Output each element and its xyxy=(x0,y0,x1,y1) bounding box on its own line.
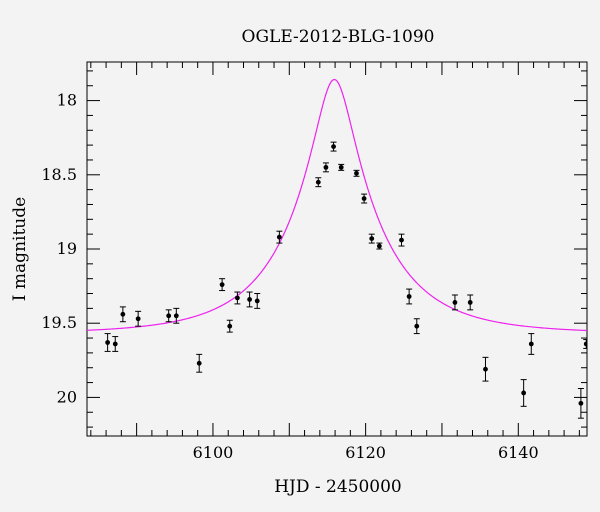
data-marker xyxy=(354,170,359,176)
model-curve-layer xyxy=(87,78,587,332)
data-marker xyxy=(414,323,420,329)
y-tick-label: 18 xyxy=(57,91,77,110)
data-point xyxy=(451,294,458,311)
data-point xyxy=(219,278,226,292)
data-marker xyxy=(276,234,282,240)
data-marker xyxy=(120,311,126,317)
data-point xyxy=(234,291,241,305)
data-marker xyxy=(227,323,233,329)
data-marker xyxy=(406,294,412,299)
data-point xyxy=(398,233,405,247)
y-tick-label: 18.5 xyxy=(41,165,77,184)
data-point xyxy=(520,379,527,407)
data-point xyxy=(368,233,375,244)
x-tick-label: 6140 xyxy=(498,443,539,462)
plot-area: 6100 6120 6140 18 18.5 19 19.5 20 xyxy=(41,61,588,462)
data-marker xyxy=(323,164,329,170)
tick-labels: 6100 6120 6140 18 18.5 19 19.5 20 xyxy=(41,91,538,462)
data-point xyxy=(119,306,126,323)
data-marker xyxy=(483,366,488,372)
data-point xyxy=(196,353,203,373)
data-marker xyxy=(135,316,141,322)
data-point xyxy=(322,162,329,173)
data-marker xyxy=(399,237,404,243)
data-point xyxy=(361,193,368,204)
data-marker xyxy=(254,298,260,304)
data-marker xyxy=(331,144,336,149)
y-axis-label: I magnitude xyxy=(10,197,30,301)
data-marker xyxy=(338,164,344,170)
data-point xyxy=(165,309,172,323)
data-point xyxy=(104,333,111,352)
data-marker xyxy=(376,243,382,249)
data-marker xyxy=(234,295,240,301)
data-point xyxy=(583,339,587,349)
data-point xyxy=(338,163,345,171)
axis-ticks xyxy=(87,62,587,436)
data-marker xyxy=(315,179,321,185)
data-marker xyxy=(247,297,252,302)
chart-title: OGLE-2012-BLG-1090 xyxy=(242,27,435,47)
y-tick-label: 20 xyxy=(57,387,77,406)
y-tick-label: 19 xyxy=(57,239,77,258)
x-tick-label: 6120 xyxy=(345,443,386,462)
data-point xyxy=(254,293,261,309)
data-point xyxy=(112,336,119,352)
data-marker xyxy=(369,236,375,242)
data-marker xyxy=(166,313,172,319)
data-points-layer xyxy=(104,141,587,419)
data-marker xyxy=(173,313,179,319)
x-tick-label: 6100 xyxy=(193,443,234,462)
data-point xyxy=(246,291,253,308)
x-axis-label: HJD - 2450000 xyxy=(274,477,402,497)
data-marker xyxy=(578,400,584,406)
data-point xyxy=(528,333,535,355)
data-point xyxy=(353,169,360,177)
data-marker xyxy=(112,341,118,347)
data-marker xyxy=(105,340,111,345)
data-point xyxy=(276,230,283,244)
data-marker xyxy=(196,360,202,366)
data-marker xyxy=(521,390,527,396)
data-point xyxy=(406,288,413,305)
data-point xyxy=(173,307,180,324)
data-marker xyxy=(219,282,225,288)
data-point xyxy=(413,318,420,335)
y-tick-label: 19.5 xyxy=(41,313,77,332)
data-point xyxy=(315,177,322,188)
data-point xyxy=(482,356,489,382)
data-marker xyxy=(583,341,587,347)
data-marker xyxy=(467,300,473,305)
data-point xyxy=(467,294,474,311)
data-point xyxy=(226,319,233,333)
data-point xyxy=(376,242,383,250)
data-point xyxy=(330,141,337,152)
data-point xyxy=(577,388,584,419)
plot-frame xyxy=(86,61,588,437)
data-marker xyxy=(361,196,367,201)
data-point xyxy=(135,310,142,327)
model-curve xyxy=(87,78,587,332)
data-marker xyxy=(528,341,534,347)
data-marker xyxy=(452,300,458,305)
